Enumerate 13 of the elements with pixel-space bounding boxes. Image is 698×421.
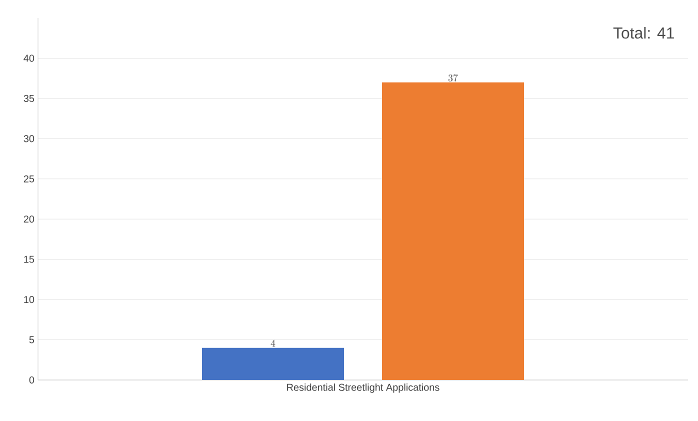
data-label: 37 xyxy=(448,74,458,82)
y-tick-label: 0 xyxy=(29,376,34,384)
y-tick-label: 30 xyxy=(24,135,34,142)
annotation: Total: 41 xyxy=(613,26,674,39)
y-tick-label: 20 xyxy=(24,216,34,223)
data-label: 4 xyxy=(270,340,276,347)
y-tick-label: 10 xyxy=(24,296,34,304)
y-tick-label: 5 xyxy=(29,336,34,344)
y-tick-label: 40 xyxy=(24,54,34,62)
y-tick-label: 35 xyxy=(24,94,34,102)
x-tick-label: Residential Streetlight Applications xyxy=(287,384,440,393)
y-tick-label: 15 xyxy=(24,256,34,263)
y-tick-label: 25 xyxy=(24,175,34,182)
